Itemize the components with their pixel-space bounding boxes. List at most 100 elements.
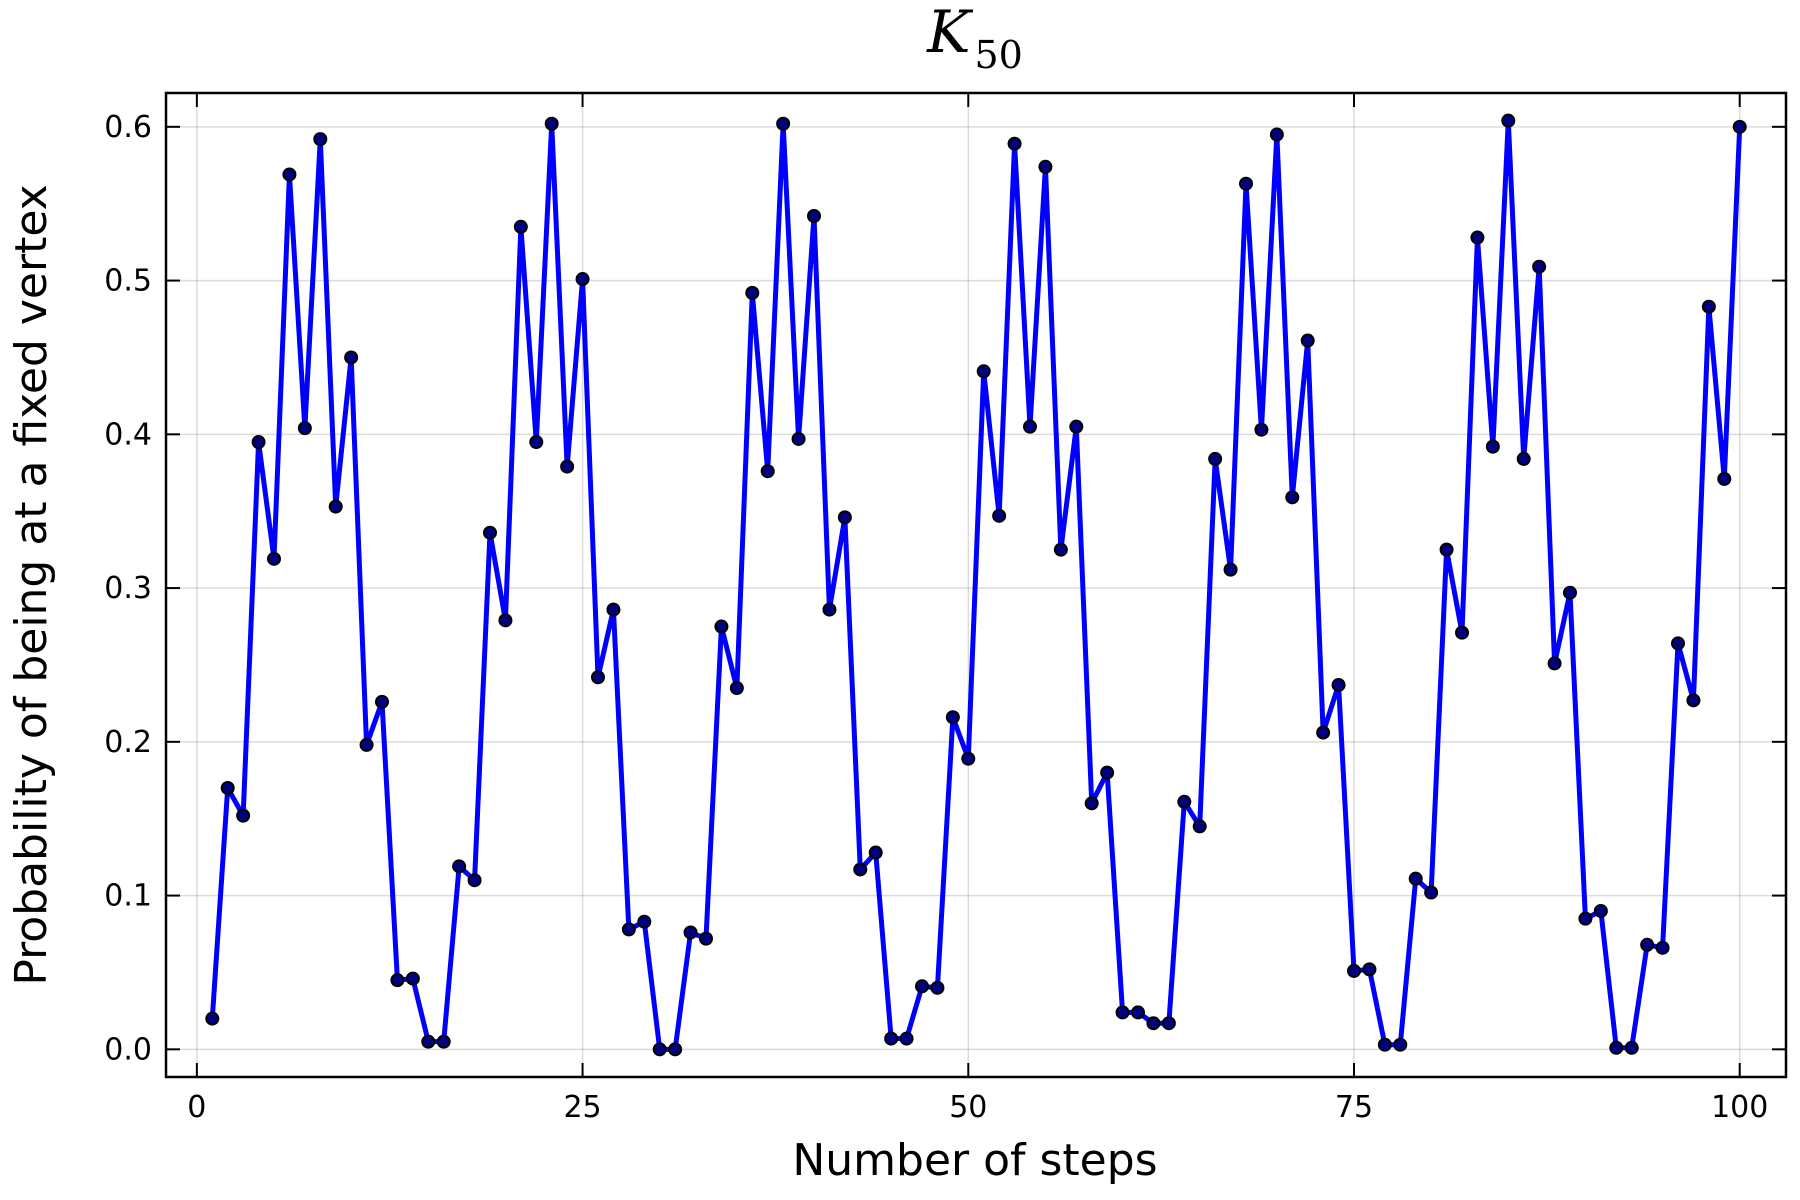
data-point: [1331, 677, 1346, 692]
data-point: [1424, 885, 1439, 900]
data-point: [560, 459, 575, 474]
data-point: [853, 862, 868, 877]
chart-title-main: K: [926, 0, 974, 66]
data-point: [729, 681, 744, 696]
x-axis-label: Number of steps: [792, 1135, 1157, 1186]
data-point: [313, 132, 328, 147]
data-point: [807, 209, 821, 223]
data-point: [945, 710, 960, 725]
data-point: [976, 364, 991, 379]
y-axis-label: Probability of being at a fixed vertex: [6, 184, 57, 985]
y-tick-label: 0.3: [104, 571, 152, 606]
data-point: [992, 508, 1007, 523]
chart-title-subscript: 50: [974, 33, 1022, 77]
data-point: [1609, 1040, 1624, 1055]
data-point: [1408, 871, 1423, 886]
data-point: [390, 973, 405, 988]
data-point: [1269, 127, 1284, 142]
data-point: [1316, 725, 1331, 740]
data-point: [1439, 542, 1454, 557]
data-point: [282, 167, 297, 182]
data-point: [606, 602, 621, 617]
tick-layer: 0 25 50 75 100 0.0 0.1 0.2 0.3 0.4 0.5 0.6: [104, 93, 1786, 1125]
y-tick-label: 0.1: [104, 879, 152, 914]
x-tick-label: 50: [949, 1090, 987, 1125]
plot-frame: [164, 91, 1788, 1079]
data-point: [467, 873, 482, 888]
data-point: [961, 751, 976, 766]
data-point: [529, 435, 544, 450]
data-point: [1007, 136, 1022, 151]
data-point: [405, 971, 420, 986]
data-point: [699, 931, 713, 946]
data-point: [251, 435, 266, 450]
data-point: [1362, 962, 1377, 977]
data-point: [915, 979, 929, 994]
data-point: [930, 980, 945, 995]
data-point: [822, 602, 837, 617]
data-point: [683, 925, 698, 940]
data-point: [498, 613, 513, 628]
data-point: [1593, 903, 1608, 918]
data-point: [328, 499, 343, 514]
data-point: [1115, 1005, 1130, 1020]
data-point: [1192, 819, 1207, 834]
data-point: [1347, 963, 1361, 978]
data-point: [1686, 693, 1701, 708]
data-point: [1084, 796, 1099, 811]
data-point: [267, 551, 281, 566]
data-point: [1578, 911, 1593, 926]
data-point: [760, 464, 775, 479]
data-point: [868, 845, 883, 860]
data-point: [544, 116, 559, 131]
chart-title: K 50: [926, 0, 1023, 77]
data-layer: [205, 113, 1747, 1057]
data-point: [637, 914, 652, 929]
data-point: [436, 1034, 451, 1049]
data-point: [1671, 636, 1685, 651]
data-point: [1563, 585, 1577, 600]
data-point: [575, 272, 590, 287]
data-point: [1485, 439, 1500, 454]
data-point: [837, 510, 852, 525]
data-point: [1300, 333, 1315, 348]
data-point: [483, 525, 497, 540]
data-point: [1516, 451, 1531, 466]
data-point: [1177, 794, 1192, 809]
data-point: [668, 1042, 683, 1057]
data-point: [1655, 940, 1670, 955]
y-tick-label: 0.6: [104, 110, 152, 145]
y-tick-label: 0.4: [104, 417, 152, 452]
data-point: [1053, 542, 1068, 557]
data-point: [1100, 765, 1115, 780]
y-tick-label: 0.0: [104, 1032, 152, 1067]
data-point: [1161, 1016, 1176, 1031]
data-point: [745, 285, 760, 300]
x-tick-label: 25: [563, 1090, 601, 1125]
data-point: [1146, 1016, 1161, 1031]
data-point: [375, 694, 389, 709]
y-tick-label: 0.2: [104, 725, 152, 760]
data-point: [1208, 451, 1223, 466]
data-point: [1239, 176, 1253, 191]
data-point: [899, 1031, 914, 1046]
data-point: [1547, 656, 1562, 671]
series-line: [209, 118, 1743, 1052]
data-point: [452, 859, 467, 874]
data-point: [1393, 1037, 1408, 1052]
data-point: [1254, 422, 1269, 437]
data-point: [1223, 562, 1238, 577]
data-point: [1701, 299, 1716, 314]
data-point: [1532, 259, 1547, 274]
data-point: [1501, 113, 1516, 128]
data-point: [1069, 419, 1084, 434]
data-point: [1023, 419, 1037, 434]
data-point: [621, 922, 636, 937]
data-point: [220, 780, 235, 795]
data-point: [1455, 625, 1469, 640]
data-point: [1038, 159, 1053, 174]
data-point: [1717, 471, 1732, 486]
data-point: [591, 670, 605, 685]
data-point: [359, 737, 374, 752]
